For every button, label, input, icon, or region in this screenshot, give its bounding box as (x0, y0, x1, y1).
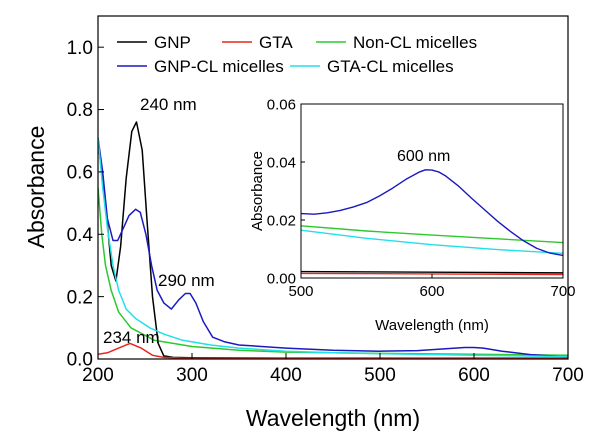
main-chart: 200 300 400 500 600 700 0.0 0.2 0.4 0.6 0.8 1.0 Abs… (23, 15, 584, 431)
main-y-tick-label: 0.4 (67, 225, 94, 246)
annotation-600nm: 600 nm (397, 148, 450, 165)
main-x-tick-label: 600 (458, 365, 490, 386)
annotation-240nm: 240 nm (140, 95, 197, 114)
main-y-axis-label: Absorbance (23, 126, 49, 249)
legend: GNP GTA Non-CL micelles GNP-CL micelles GTA-… (117, 33, 477, 76)
main-x-tick-label: 300 (176, 365, 208, 386)
legend-label-gta-cl-micelles: GTA-CL micelles (327, 57, 454, 76)
inset-series-curve-2 (301, 272, 563, 276)
main-x-tick-label: 500 (364, 365, 396, 386)
main-series-gta-cl-micelles (98, 137, 568, 358)
inset-chart: 500 600 700 0.00 0.02 0.04 0.06 Absorbance Wav… (249, 96, 576, 334)
main-series-gnp-cl-micelles (98, 137, 568, 358)
main-plot-frame (97, 15, 569, 360)
inset-y-tick-label: 0.04 (267, 154, 296, 171)
legend-label-non-cl-micelles: Non-CL micelles (353, 33, 477, 52)
inset-x-axis-label: Wavelength (nm) (375, 317, 489, 334)
annotation-234nm: 234 nm (103, 328, 160, 347)
main-y-tick-label: 0.0 (67, 350, 93, 371)
legend-label-gnp: GNP (154, 33, 191, 52)
main-y-tick-label: 0.8 (67, 100, 93, 121)
inset-y-tick-label: 0.00 (267, 270, 296, 287)
inset-y-tick-label: 0.02 (267, 212, 296, 229)
inset-y-axis-label: Absorbance (249, 151, 266, 231)
inset-series-curve-4 (301, 229, 563, 254)
main-y-tick-label: 1.0 (67, 38, 93, 59)
main-x-tick-label: 200 (82, 365, 114, 386)
inset-x-tick-label: 500 (288, 283, 313, 300)
inset-y-tick-label: 0.06 (267, 96, 296, 113)
main-series-gta (98, 342, 568, 359)
inset-series-curve-3 (301, 225, 563, 244)
main-x-tick-label: 700 (552, 365, 584, 386)
legend-label-gnp-cl-micelles: GNP-CL micelles (154, 57, 284, 76)
inset-series-curve-5 (301, 169, 563, 257)
main-y-tick-label: 0.6 (67, 163, 93, 184)
inset-background (301, 104, 563, 278)
annotation-290nm: 290 nm (158, 271, 215, 290)
main-x-tick-label: 400 (270, 365, 302, 386)
legend-label-gta: GTA (259, 33, 293, 52)
inset-series-curve-1 (301, 270, 563, 274)
main-x-axis-label: Wavelength (nm) (246, 405, 420, 431)
inset-x-tick-label: 600 (419, 283, 444, 300)
inset-x-tick-label: 700 (550, 283, 575, 300)
main-y-tick-label: 0.2 (67, 287, 93, 308)
